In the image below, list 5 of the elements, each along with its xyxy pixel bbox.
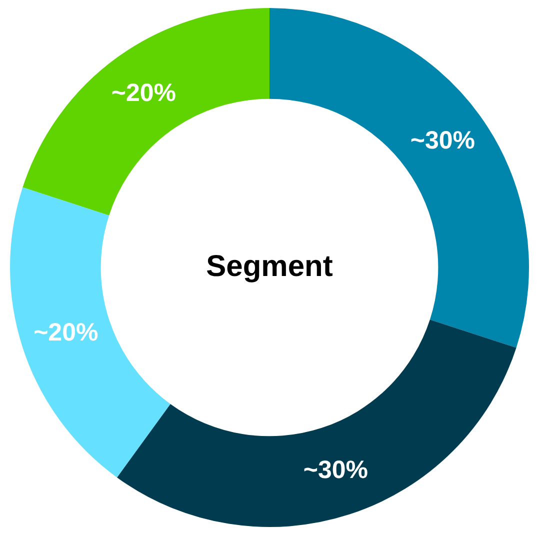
data-label: ~20%	[34, 318, 98, 347]
text: Segment	[206, 250, 333, 283]
data-label: ~30%	[303, 456, 368, 484]
data-label: ~20%	[111, 79, 176, 108]
data-label: ~30%	[410, 126, 476, 155]
